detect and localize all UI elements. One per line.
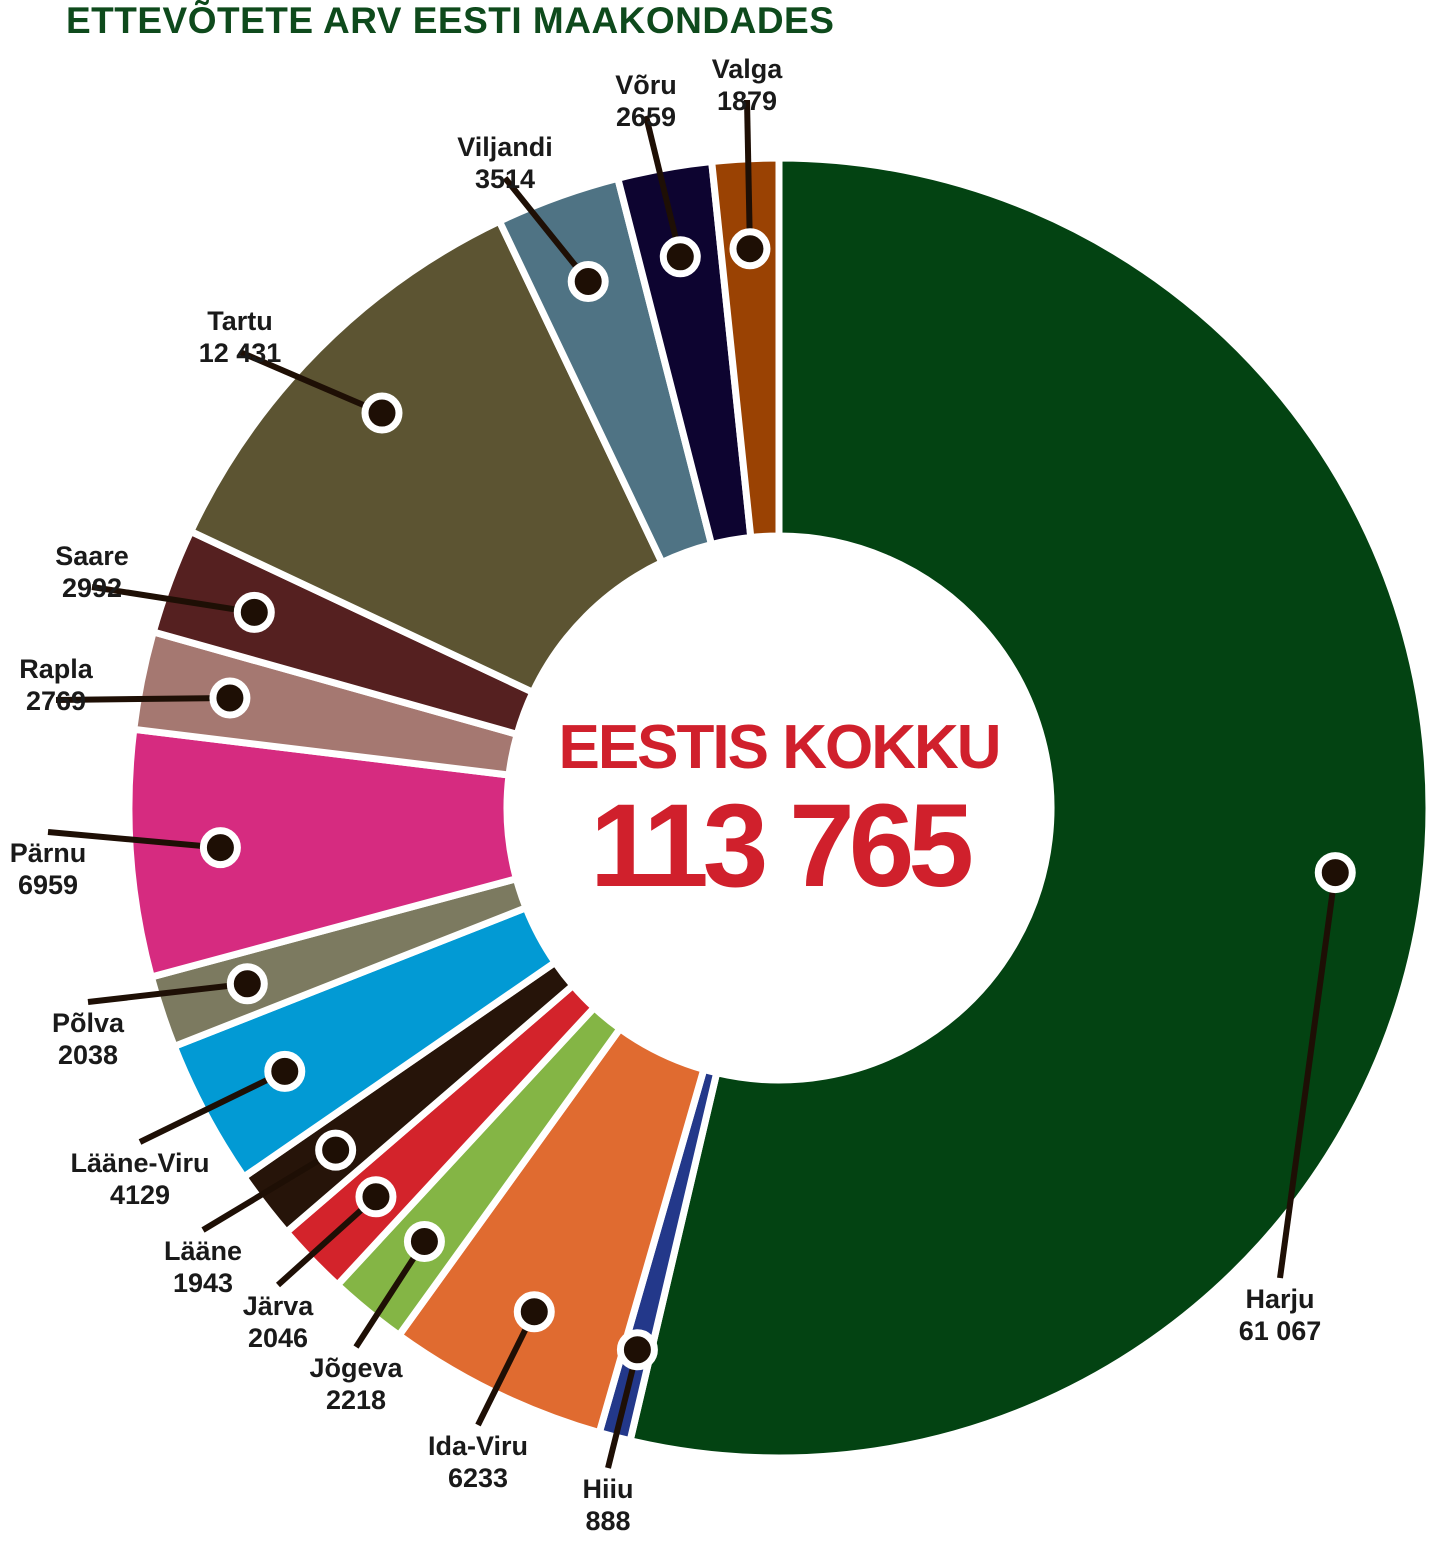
label-value-laane-viru: 4129 [110,1180,170,1210]
label-value-rapla: 2769 [26,686,86,716]
chart-title: ETTEVÕTETE ARV EESTI MAAKONDADES [66,0,835,41]
label-name-tartu: Tartu [207,306,273,336]
leader-line-saare [91,584,255,616]
marker-viljandi [567,261,609,303]
leader-line-rapla [55,694,230,703]
label-name-voru: Võru [615,70,677,100]
marker-laane-viru [264,1050,306,1092]
slice-tartu [187,217,666,696]
center-total: 113 765 [590,780,971,912]
label-name-polva: Põlva [52,1008,125,1038]
donut-center: EESTIS KOKKU 113 765 [558,713,1001,912]
label-value-jarva: 2046 [248,1323,308,1353]
leader-line-laane [201,1147,338,1233]
leader-line-tartu [238,349,384,416]
label-name-ida-viru: Ida-Viru [428,1431,528,1461]
label-name-laane: Lääne [164,1236,242,1266]
marker-harju [1314,852,1356,894]
marker-laane [315,1129,357,1171]
marker-tartu [361,392,403,434]
leader-line-jarva [275,1194,378,1288]
label-value-polva: 2038 [58,1040,118,1070]
marker-voru [659,236,701,278]
marker-polva [226,963,268,1005]
marker-parnu [199,827,241,869]
marker-jarva [355,1176,397,1218]
label-value-tartu: 12 431 [199,338,282,368]
label-name-jogeva: Jõgeva [309,1353,403,1383]
label-value-hiiu: 888 [585,1506,630,1536]
leader-line-polva [87,980,248,1005]
label-value-viljandi: 3514 [475,164,535,194]
label-name-jarva: Järva [243,1291,315,1321]
leader-line-harju [1277,872,1339,1279]
label-value-harju: 61 067 [1239,1316,1322,1346]
label-name-harju: Harju [1245,1284,1314,1314]
label-value-laane: 1943 [173,1268,233,1298]
label-name-viljandi: Viljandi [457,132,553,162]
leader-lines [47,99,1356,1469]
leader-line-ida-viru [475,1310,537,1427]
marker-rapla [209,677,251,719]
marker-valga [729,228,771,270]
marker-jogeva [403,1220,445,1262]
label-value-ida-viru: 6233 [448,1463,508,1493]
leader-line-voru [643,115,684,258]
marker-saare [233,591,275,633]
label-name-valga: Valga [712,54,784,84]
center-label: EESTIS KOKKU [558,713,999,782]
leader-line-valga [744,99,753,249]
label-value-parnu: 6959 [18,870,78,900]
marker-hiiu [616,1329,658,1371]
leader-line-parnu [47,829,221,851]
label-name-saare: Saare [55,541,129,571]
label-name-laane-viru: Lääne-Viru [70,1148,209,1178]
label-value-valga: 1879 [717,86,777,116]
slice-harju [626,154,1433,1462]
label-name-parnu: Pärnu [10,838,87,868]
label-name-hiiu: Hiiu [583,1474,634,1504]
label-value-voru: 2659 [616,102,676,132]
leader-line-jogeva [353,1239,427,1349]
label-value-jogeva: 2218 [326,1385,386,1415]
label-value-saare: 2992 [62,573,122,603]
marker-ida-viru [513,1291,555,1333]
leader-line-laane-viru [138,1068,287,1145]
label-name-rapla: Rapla [19,654,94,684]
leader-line-viljandi [502,176,591,284]
